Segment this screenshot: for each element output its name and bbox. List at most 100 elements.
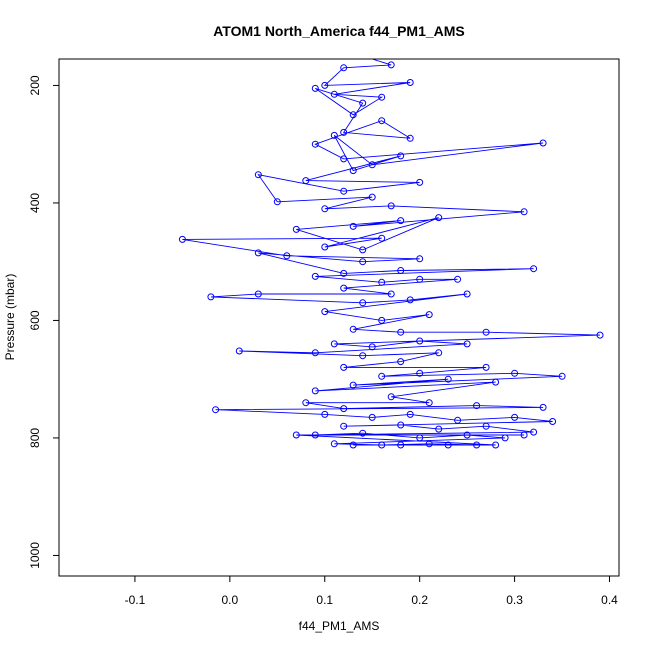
data-point xyxy=(360,59,365,60)
data-point xyxy=(416,275,424,283)
data-point xyxy=(359,299,367,307)
data-point xyxy=(330,131,338,139)
data-point xyxy=(321,308,329,316)
data-point xyxy=(340,405,348,413)
data-point xyxy=(425,399,433,407)
data-point xyxy=(178,235,186,243)
data-point xyxy=(349,111,357,119)
data-point xyxy=(530,265,538,273)
x-tick-label: 0.4 xyxy=(601,593,618,607)
data-point xyxy=(378,278,386,286)
data-point xyxy=(416,434,424,442)
series-line xyxy=(182,59,601,446)
data-point xyxy=(444,441,452,449)
data-point xyxy=(416,369,424,377)
data-point xyxy=(349,167,357,175)
data-point xyxy=(207,293,215,301)
data-point xyxy=(406,296,414,304)
data-point xyxy=(397,217,405,225)
data-point xyxy=(359,99,367,107)
data-point xyxy=(321,410,329,418)
data-point xyxy=(254,290,262,298)
data-point xyxy=(321,81,329,89)
x-tick-label: 0.2 xyxy=(411,593,428,607)
data-point xyxy=(378,316,386,324)
data-point xyxy=(397,328,405,336)
data-point xyxy=(387,61,395,69)
data-point xyxy=(463,290,471,298)
data-point xyxy=(359,352,367,360)
data-point xyxy=(454,416,462,424)
data-point xyxy=(435,214,443,222)
data-point xyxy=(330,440,338,448)
y-tick-label: 400 xyxy=(28,193,42,213)
data-point xyxy=(397,421,405,429)
data-point xyxy=(416,337,424,345)
data-point xyxy=(425,311,433,319)
data-point xyxy=(482,422,490,430)
data-point xyxy=(254,249,262,257)
data-point xyxy=(397,152,405,160)
data-point xyxy=(530,428,538,436)
data-point xyxy=(435,349,443,357)
data-point xyxy=(368,413,376,421)
data-point xyxy=(406,134,414,142)
data-point xyxy=(473,441,481,449)
data-point xyxy=(302,177,310,185)
data-point xyxy=(511,413,519,421)
data-point xyxy=(283,252,291,260)
data-point xyxy=(321,205,329,213)
data-point xyxy=(273,198,281,206)
y-tick-label: 200 xyxy=(28,75,42,95)
data-point xyxy=(340,128,348,136)
data-point xyxy=(539,403,547,411)
data-point xyxy=(359,258,367,266)
data-point xyxy=(435,425,443,433)
data-point xyxy=(416,178,424,186)
chart-title: ATOM1 North_America f44_PM1_AMS xyxy=(213,23,465,39)
data-point xyxy=(311,431,319,439)
data-point xyxy=(387,393,395,401)
data-point xyxy=(520,431,528,439)
x-tick-label: -0.1 xyxy=(125,593,146,607)
data-point xyxy=(520,208,528,216)
data-point xyxy=(387,202,395,210)
y-axis: 200 400 600 800 1000 xyxy=(28,75,59,569)
data-point xyxy=(463,340,471,348)
data-point xyxy=(378,441,386,449)
data-point xyxy=(492,441,500,449)
data-point xyxy=(549,418,557,425)
data-point xyxy=(425,440,433,448)
data-point xyxy=(212,406,220,414)
data-point xyxy=(397,441,405,449)
data-point xyxy=(368,193,376,201)
data-point xyxy=(463,431,471,439)
data-point xyxy=(292,225,300,233)
data-point xyxy=(340,64,348,72)
data-point xyxy=(311,387,319,395)
data-point xyxy=(340,284,348,292)
y-tick-label: 1000 xyxy=(28,542,42,569)
data-point xyxy=(482,363,490,371)
data-point xyxy=(444,375,452,383)
data-point xyxy=(511,369,519,377)
data-point xyxy=(406,79,414,86)
data-point xyxy=(378,372,386,380)
data-point xyxy=(416,255,424,263)
data-point xyxy=(302,399,310,407)
data-point xyxy=(340,187,348,195)
y-tick-label: 600 xyxy=(28,310,42,330)
data-point xyxy=(311,349,319,357)
data-point xyxy=(473,402,481,410)
data-point xyxy=(254,171,262,179)
data-point xyxy=(482,328,490,336)
data-point xyxy=(235,347,243,355)
data-point xyxy=(378,117,386,125)
data-point xyxy=(349,325,357,333)
data-point xyxy=(349,441,357,449)
data-point xyxy=(454,275,462,283)
data-point xyxy=(492,378,500,386)
data-point xyxy=(406,410,414,418)
data-point xyxy=(330,340,338,348)
